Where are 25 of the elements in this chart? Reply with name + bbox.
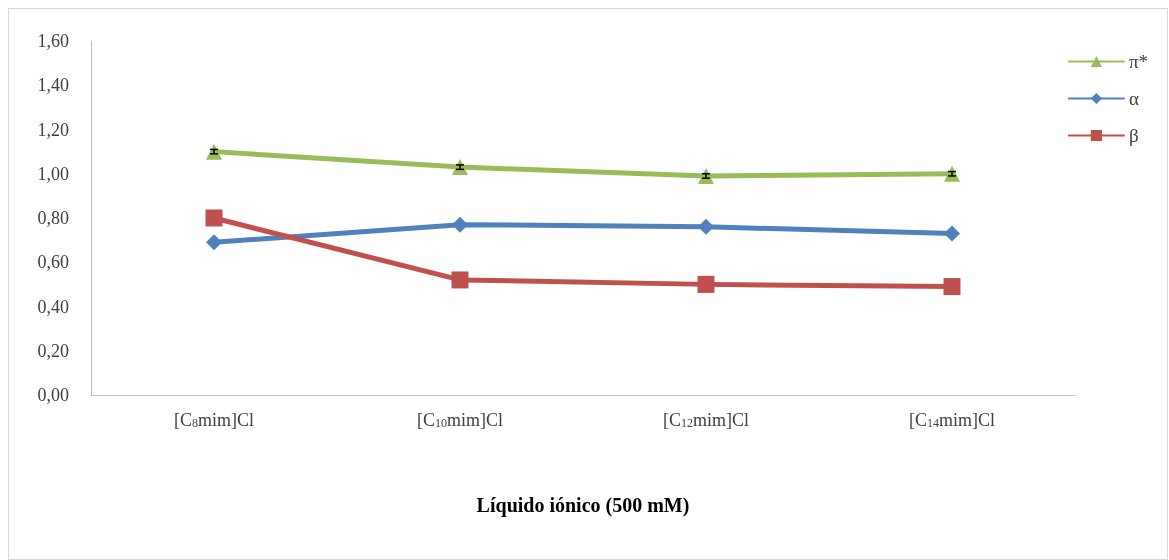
x-tick-label: [C12mim]Cl	[663, 410, 750, 430]
y-tick-label: 0,20	[37, 340, 69, 361]
point	[697, 275, 715, 293]
point	[452, 216, 468, 233]
legend-label: β	[1128, 125, 1139, 146]
x-tick-label: [C10mim]Cl	[417, 410, 504, 430]
y-tick-label: 1,20	[37, 119, 69, 140]
y-tick-label: 0,40	[37, 296, 69, 317]
x-tick-label: [C8mim]Cl	[174, 410, 255, 430]
point	[698, 218, 714, 235]
y-tick-label: 1,60	[37, 31, 69, 51]
y-tick-label: 0,60	[37, 252, 69, 273]
y-tick-label: 1,00	[37, 163, 69, 184]
y-tick-label: 1,40	[37, 75, 69, 96]
point	[943, 278, 961, 296]
legend-label: α	[1128, 88, 1139, 109]
point	[451, 271, 469, 289]
point	[206, 234, 222, 251]
x-axis-title: Líquido iónico (500 mM)	[476, 494, 690, 517]
legend-label: π*	[1128, 51, 1148, 72]
y-tick-label: 0,00	[37, 385, 69, 405]
point	[944, 225, 960, 242]
y-tick-label: 0,80	[37, 208, 69, 228]
point	[205, 209, 223, 227]
x-tick-label: [C14mim]Cl	[909, 410, 996, 430]
